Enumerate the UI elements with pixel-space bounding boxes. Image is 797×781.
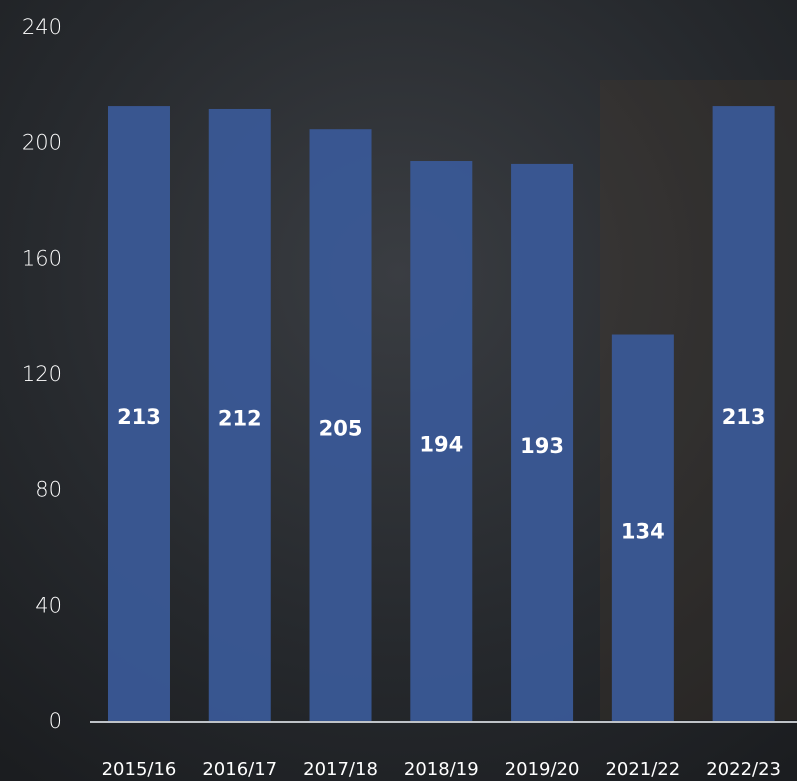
x-tick-label: 2015/16 [102,759,177,780]
y-tick-label: 120 [22,362,62,386]
x-tick-label: 2019/20 [505,759,580,780]
x-tick-label: 2021/22 [605,759,680,780]
x-tick-label: 2017/18 [303,759,378,780]
y-tick-label: 80 [35,478,62,502]
y-tick-label: 240 [22,15,62,39]
bar [511,163,574,723]
bar [410,161,473,722]
data-label: 213 [117,405,161,429]
data-label: 205 [319,417,363,441]
y-tick-label: 40 [35,593,62,617]
bar [208,108,271,722]
x-tick-label: 2022/23 [706,759,781,780]
data-label: 194 [419,433,463,457]
bar [712,106,775,722]
data-label: 212 [218,406,262,430]
data-label: 193 [520,434,564,458]
data-label: 134 [621,519,665,543]
y-tick-label: 200 [22,131,62,155]
x-tick-label: 2016/17 [202,759,277,780]
y-tick-label: 160 [22,246,62,270]
bar [107,106,170,722]
bar [309,129,372,723]
x-tick-label: 2018/19 [404,759,479,780]
y-tick-label: 0 [49,709,62,733]
bar [611,334,674,722]
data-label: 213 [722,405,766,429]
